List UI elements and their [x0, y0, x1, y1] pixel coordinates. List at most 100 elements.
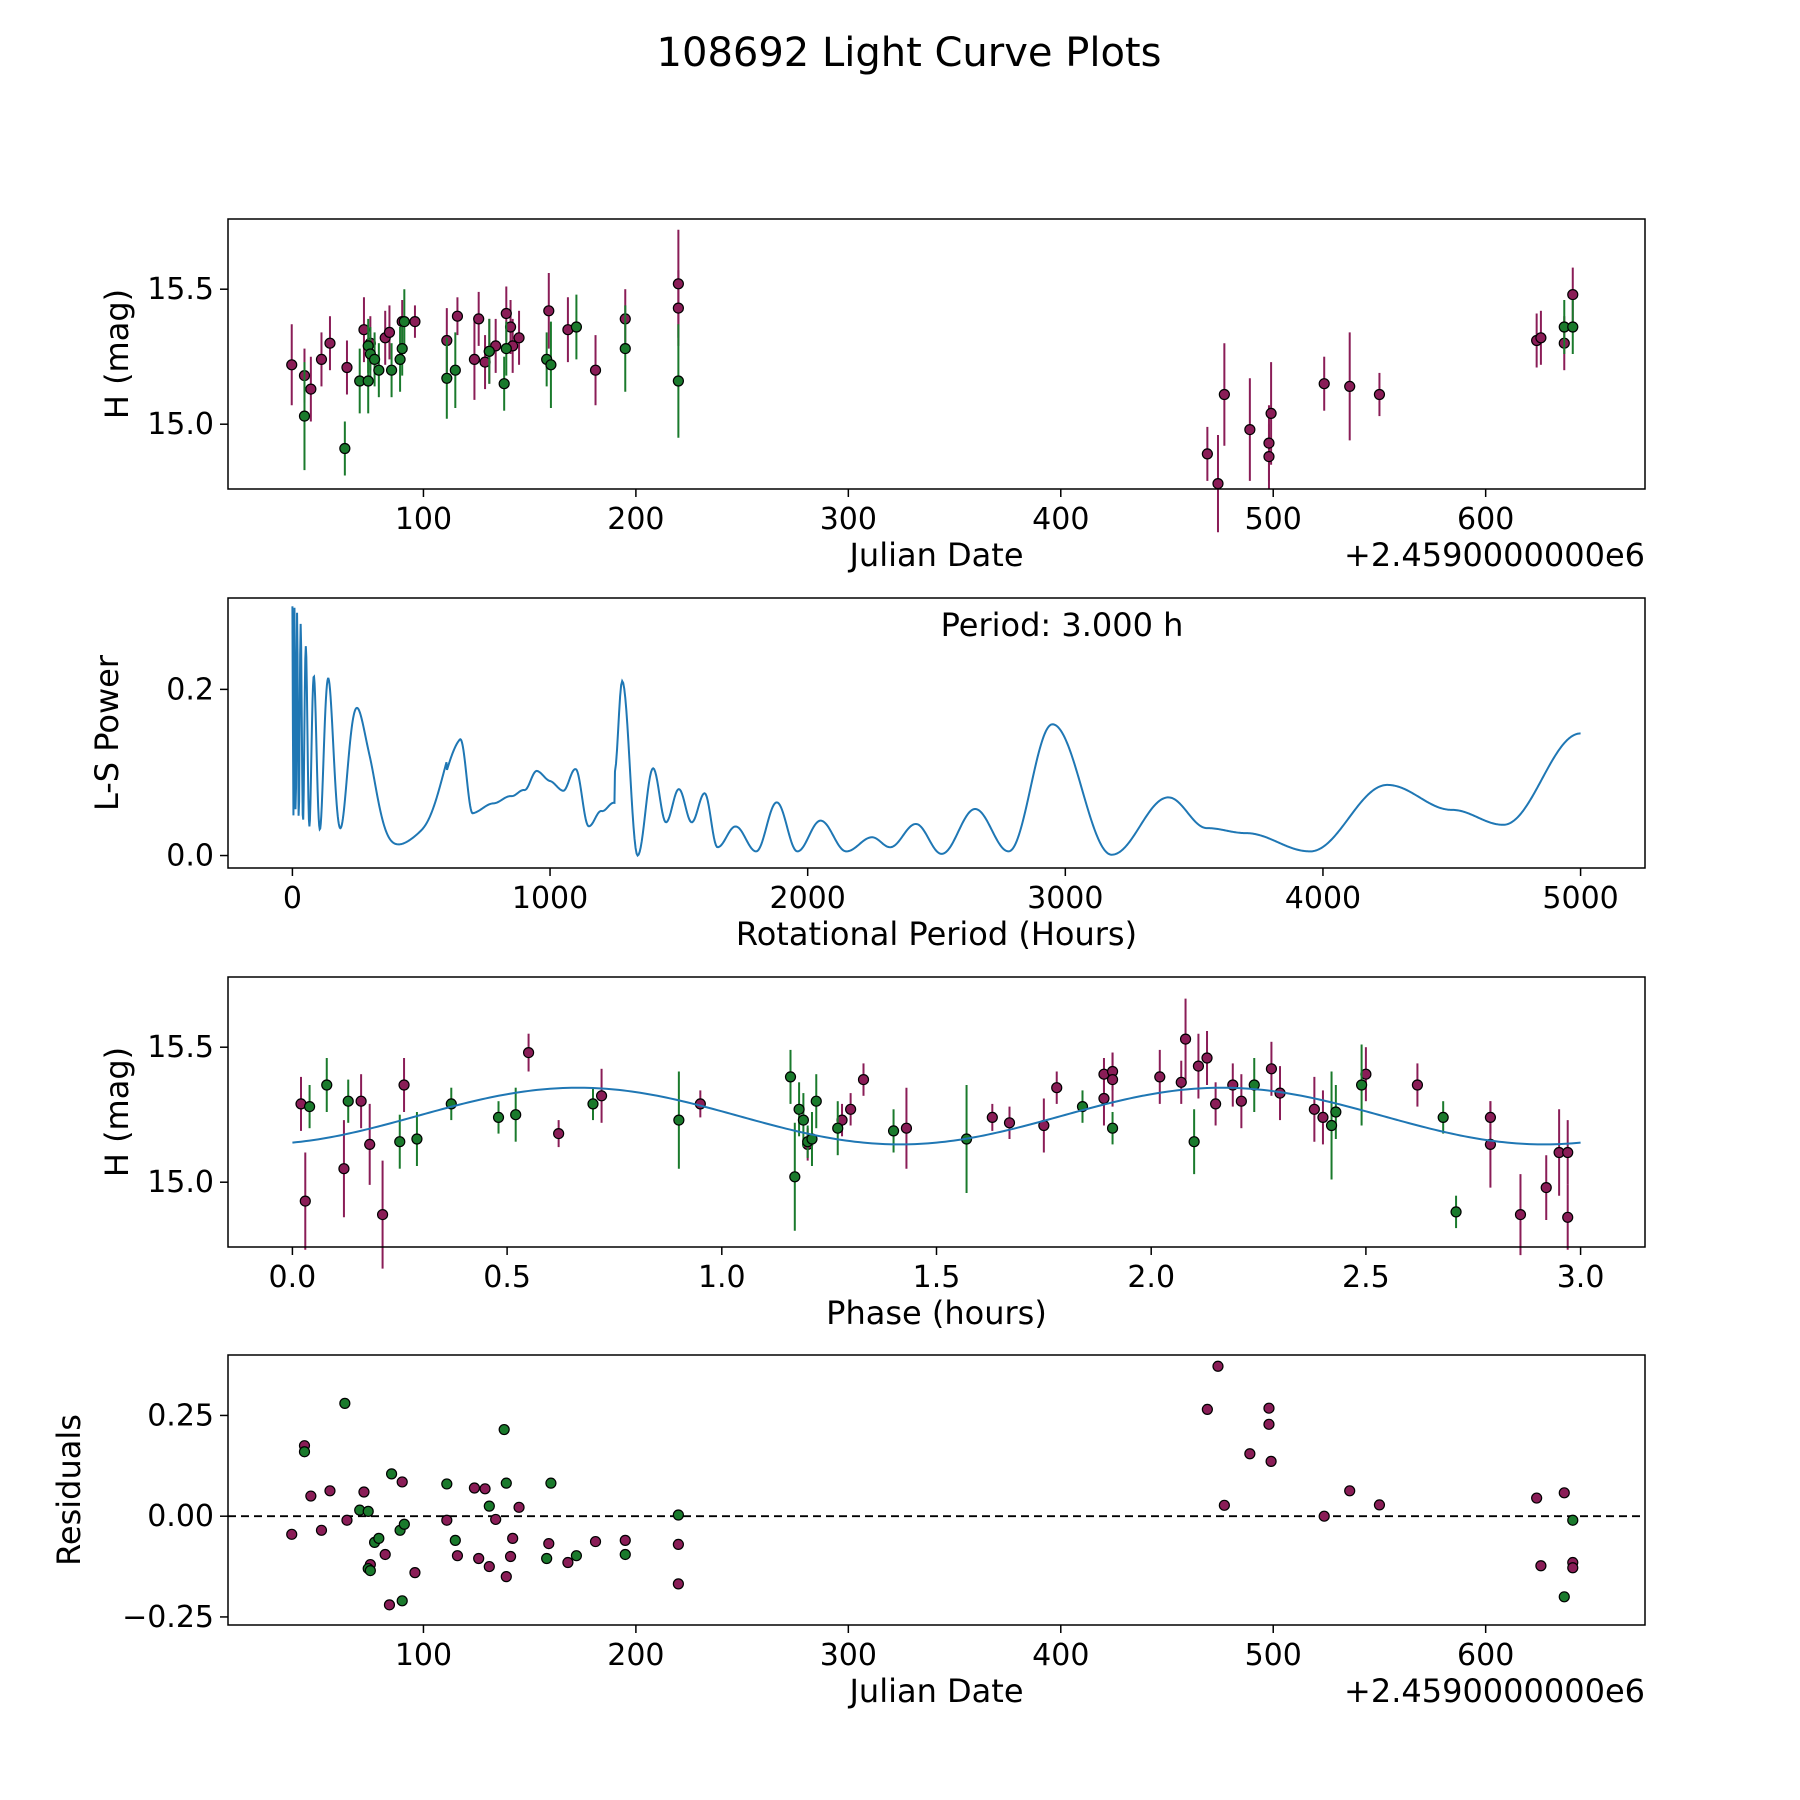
data-point [355, 1095, 367, 1107]
x-offset-label: +2.4590000000e6 [1344, 536, 1645, 574]
data-point [451, 310, 464, 322]
phased-curve-panel: 0.0 0.5 1.0 1.5 2.0 2.5 3.0 15.0 15.5 Phase (hour… [98, 976, 1646, 1332]
x-axis-label: Julian Date [847, 536, 1023, 574]
data-point [1106, 1073, 1119, 1086]
x-tick-label: 500 [1245, 1638, 1302, 1673]
data-point [342, 1095, 354, 1107]
series-band-1 [295, 998, 1574, 1269]
data-point [570, 321, 583, 333]
data-point [373, 364, 385, 376]
x-tick-label: 100 [395, 1638, 452, 1673]
data-point [396, 343, 408, 355]
data-point [398, 316, 410, 328]
y-tick-label: 0.2 [166, 672, 214, 707]
axes-frame [227, 218, 1646, 490]
residuals-panel: 100 200 300 400 500 600 −0.25 0.00 0.25 Julian Da… [50, 1354, 1646, 1710]
data-point [298, 1446, 311, 1458]
data-point [1263, 1402, 1275, 1414]
data-point [315, 1524, 328, 1536]
x-axis-label: Phase (hours) [826, 1294, 1047, 1332]
data-point [376, 1208, 389, 1221]
x-tick-label: 0.0 [269, 1260, 317, 1295]
data-point [449, 1534, 461, 1546]
data-point [498, 1423, 510, 1436]
lightcurve-panel: 100 200 300 400 500 600 15.0 15.5 Julian Date H (… [98, 218, 1646, 574]
data-point [1373, 1499, 1386, 1511]
data-point [510, 1109, 522, 1121]
x-axis-label: Rotational Period (Hours) [736, 915, 1137, 953]
data-point [570, 1550, 583, 1562]
data-point [1318, 1510, 1330, 1522]
data-point [396, 1476, 408, 1488]
data-point [1535, 332, 1547, 344]
data-point [1514, 1208, 1527, 1221]
y-axis-label: H (mag) [98, 289, 136, 419]
data-point [1003, 1117, 1016, 1129]
y-tick-label: 0.0 [166, 839, 214, 874]
data-point [672, 375, 684, 387]
data-point [1263, 451, 1275, 463]
data-point [394, 1136, 406, 1148]
data-point [1567, 1562, 1579, 1574]
data-point [383, 1599, 396, 1611]
data-point [358, 1486, 370, 1498]
data-point [379, 1548, 391, 1561]
data-point [1244, 1448, 1256, 1460]
y-tick-label: 0.25 [147, 1398, 214, 1433]
x-tick-label: 500 [1245, 502, 1302, 537]
x-tick-label: 200 [607, 502, 664, 537]
power-line [291, 606, 1581, 858]
data-point [449, 364, 461, 376]
data-point [1562, 1211, 1574, 1223]
data-point [1265, 1063, 1278, 1075]
data-point [507, 1532, 519, 1544]
x-tick-label: 2.5 [1342, 1260, 1390, 1295]
x-tick-label: 0 [283, 881, 302, 916]
data-point [1450, 1206, 1462, 1218]
data-point [441, 1478, 453, 1490]
data-point [845, 1103, 857, 1115]
data-point [479, 1483, 491, 1495]
data-point [1201, 1052, 1213, 1064]
series-band-2 [298, 289, 1579, 476]
data-point [500, 1571, 512, 1583]
data-point [339, 1397, 351, 1409]
data-point [986, 1111, 998, 1124]
axes-frame [227, 1354, 1646, 1626]
data-point [396, 1595, 408, 1607]
data-point [513, 332, 525, 344]
y-axis-label: Residuals [50, 1414, 88, 1566]
data-point [500, 343, 512, 355]
series-band-1 [286, 229, 1579, 533]
data-point [797, 1114, 809, 1126]
x-offset-label: +2.4590000000e6 [1344, 1672, 1645, 1710]
data-point [1558, 1591, 1570, 1603]
x-tick-label: 200 [607, 1638, 664, 1673]
data-point [468, 1482, 481, 1494]
data-point [441, 372, 453, 384]
data-point [1344, 380, 1356, 392]
data-point [483, 1500, 495, 1512]
x-tick-label: 5000 [1542, 881, 1618, 916]
figure-title: 108692 Light Curve Plots [657, 30, 1162, 76]
data-point [373, 1532, 385, 1544]
x-tick-label: 1000 [512, 881, 588, 916]
data-point [504, 1550, 517, 1563]
y-axis-label: L-S Power [88, 654, 126, 811]
y-tick-label: 15.0 [147, 407, 214, 442]
data-point [1558, 1487, 1570, 1499]
x-tick-label: 2000 [770, 881, 846, 916]
data-point [541, 1552, 553, 1565]
data-point [543, 305, 555, 317]
data-point [789, 1171, 801, 1183]
data-point [338, 1163, 350, 1175]
data-point [857, 1073, 870, 1086]
data-point [483, 1560, 495, 1573]
data-point [1263, 1418, 1275, 1430]
data-point [1218, 1499, 1230, 1511]
data-point [1567, 321, 1579, 333]
y-tick-label: −0.25 [122, 1600, 214, 1635]
data-point [1330, 1106, 1342, 1118]
data-point [810, 1095, 822, 1107]
data-point [1154, 1071, 1166, 1083]
